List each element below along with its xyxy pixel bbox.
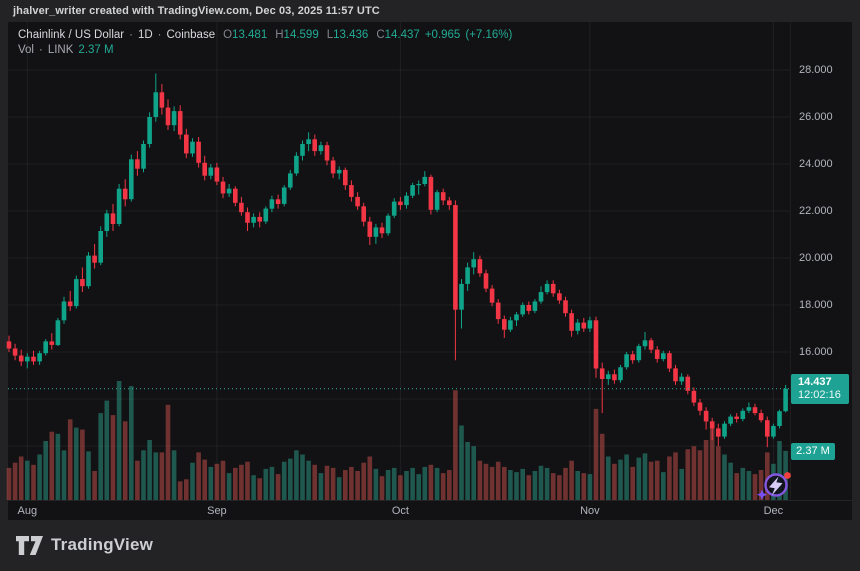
change-percent: (+7.16%) — [465, 29, 513, 41]
y-axis-label[interactable]: 20.000 — [799, 252, 833, 264]
volume-legend: Vol · LINK 2.37 M — [18, 44, 114, 56]
current-volume-label: 2.37 M — [791, 443, 835, 460]
tradingview-logo-text: TradingView — [51, 535, 154, 554]
bar-countdown-timer: 12:02:16 — [798, 389, 841, 401]
symbol-legend: Chainlink / US Dollar · 1D · Coinbase O1… — [18, 29, 512, 41]
exchange-label: Coinbase — [166, 29, 216, 41]
y-axis-label[interactable]: 26.000 — [799, 111, 833, 123]
month-label-nov[interactable]: Nov — [580, 505, 600, 517]
tradingview-logo-icon — [16, 535, 43, 555]
y-axis-label[interactable]: 16.000 — [799, 346, 833, 358]
y-axis-label[interactable]: 22.000 — [799, 205, 833, 217]
month-label-oct[interactable]: Oct — [391, 505, 409, 517]
low-label: L — [326, 29, 334, 41]
tradingview-logo[interactable]: TradingView — [16, 535, 153, 555]
high-label: H — [275, 29, 284, 41]
y-axis-label[interactable]: 28.000 — [799, 64, 833, 76]
symbol-title: Chainlink / US Dollar — [18, 29, 125, 41]
last-price-value: 14.437 — [798, 376, 832, 388]
y-axis-label[interactable]: 18.000 — [799, 299, 833, 311]
lightning-sticker-icon[interactable] — [757, 468, 795, 504]
y-axis-label[interactable]: 24.000 — [799, 158, 833, 170]
interval-label: 1D — [137, 29, 153, 41]
open-value: 13.481 — [232, 29, 268, 41]
volume-study-label: Vol — [18, 44, 34, 56]
legend-separator: · — [39, 44, 43, 56]
month-label-aug[interactable]: Aug — [17, 505, 38, 517]
volume-value: 2.37 M — [78, 44, 114, 56]
legend-separator: · — [129, 29, 133, 41]
close-value: 14.437 — [384, 29, 420, 41]
volume-symbol: LINK — [47, 44, 74, 56]
open-label: O — [223, 29, 233, 41]
month-label-sep[interactable]: Sep — [207, 505, 227, 517]
change-value: +0.965 — [424, 29, 461, 41]
close-label: C — [376, 29, 385, 41]
current-price-label: 14.437 12:02:16 — [791, 374, 849, 404]
legend-separator: · — [157, 29, 162, 41]
month-label-dec[interactable]: Dec — [763, 505, 784, 517]
time-axis-separator — [8, 500, 852, 501]
high-value: 14.599 — [283, 29, 319, 41]
watermark-text: jhalver_writer created with TradingView.… — [13, 5, 380, 17]
low-value: 13.436 — [333, 29, 369, 41]
price-axis-separator — [790, 22, 791, 500]
